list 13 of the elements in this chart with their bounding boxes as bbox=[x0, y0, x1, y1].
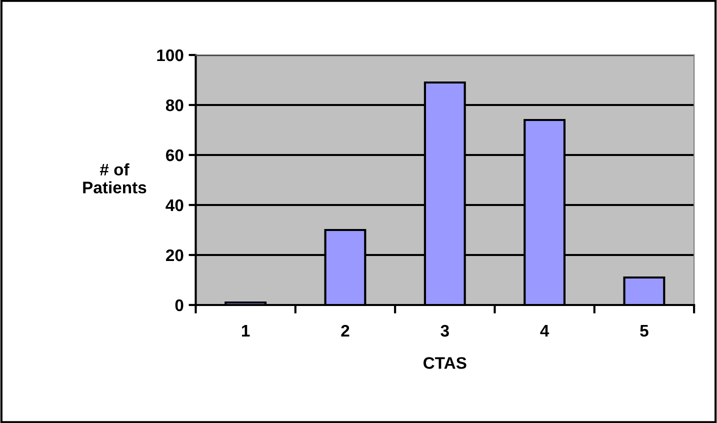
y-tick-label: 80 bbox=[166, 99, 184, 112]
x-tick-label: 2 bbox=[341, 324, 350, 337]
x-tick-label: 5 bbox=[640, 325, 648, 337]
y-axis-title: # of Patients bbox=[83, 163, 146, 194]
x-tick-label: 4 bbox=[540, 325, 550, 337]
y-tick-label: 60 bbox=[166, 149, 184, 162]
y-tick-label: 100 bbox=[157, 49, 184, 62]
y-tick-label: 0 bbox=[175, 299, 184, 312]
y-tick-label: 20 bbox=[166, 249, 184, 262]
x-tick-label: 3 bbox=[440, 324, 449, 337]
y-tick-label: 40 bbox=[166, 199, 184, 212]
x-axis-title: CTAS bbox=[424, 357, 466, 369]
x-tick-label: 1 bbox=[242, 325, 250, 337]
